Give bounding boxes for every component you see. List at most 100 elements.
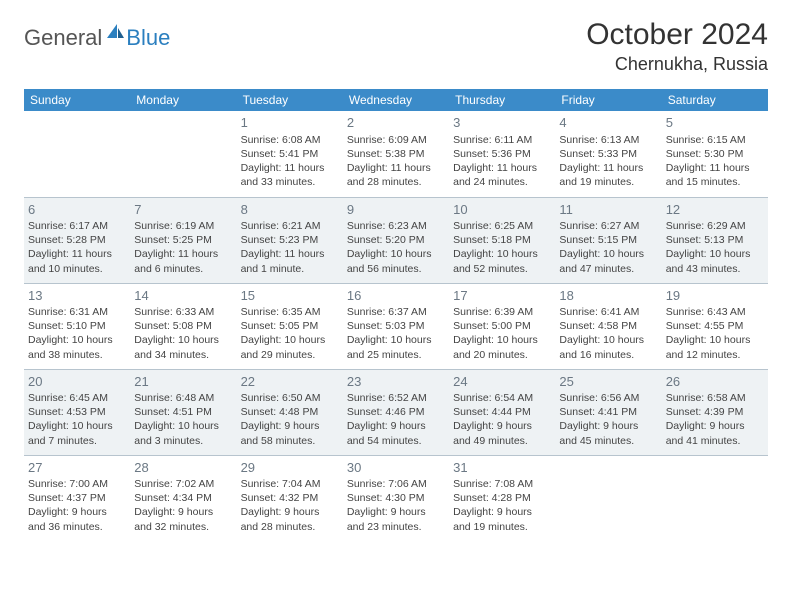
calendar-day-cell: 6Sunrise: 6:17 AMSunset: 5:28 PMDaylight…	[24, 197, 130, 283]
day-number: 14	[134, 287, 232, 305]
daylight-line: Daylight: 9 hours and 28 minutes.	[241, 505, 339, 533]
calendar-day-cell: 10Sunrise: 6:25 AMSunset: 5:18 PMDayligh…	[449, 197, 555, 283]
sunrise-line: Sunrise: 6:41 AM	[559, 305, 657, 319]
sunrise-line: Sunrise: 7:04 AM	[241, 477, 339, 491]
calendar-day-cell: 22Sunrise: 6:50 AMSunset: 4:48 PMDayligh…	[237, 369, 343, 455]
day-number: 6	[28, 201, 126, 219]
calendar-day-cell: 19Sunrise: 6:43 AMSunset: 4:55 PMDayligh…	[662, 283, 768, 369]
daylight-line: Daylight: 9 hours and 23 minutes.	[347, 505, 445, 533]
sunrise-line: Sunrise: 7:00 AM	[28, 477, 126, 491]
sunrise-line: Sunrise: 7:02 AM	[134, 477, 232, 491]
sunset-line: Sunset: 4:53 PM	[28, 405, 126, 419]
daylight-line: Daylight: 9 hours and 36 minutes.	[28, 505, 126, 533]
brand-part1: General	[24, 25, 102, 51]
sunset-line: Sunset: 5:20 PM	[347, 233, 445, 247]
day-number: 1	[241, 114, 339, 132]
day-number: 20	[28, 373, 126, 391]
daylight-line: Daylight: 10 hours and 16 minutes.	[559, 333, 657, 361]
sunset-line: Sunset: 4:28 PM	[453, 491, 551, 505]
day-number: 13	[28, 287, 126, 305]
daylight-line: Daylight: 9 hours and 32 minutes.	[134, 505, 232, 533]
daylight-line: Daylight: 10 hours and 20 minutes.	[453, 333, 551, 361]
sunrise-line: Sunrise: 6:11 AM	[453, 133, 551, 147]
calendar-day-cell: 2Sunrise: 6:09 AMSunset: 5:38 PMDaylight…	[343, 111, 449, 197]
sunrise-line: Sunrise: 6:33 AM	[134, 305, 232, 319]
sunset-line: Sunset: 5:13 PM	[666, 233, 764, 247]
day-number: 3	[453, 114, 551, 132]
sunrise-line: Sunrise: 6:17 AM	[28, 219, 126, 233]
day-number: 2	[347, 114, 445, 132]
daylight-line: Daylight: 10 hours and 34 minutes.	[134, 333, 232, 361]
sunrise-line: Sunrise: 6:45 AM	[28, 391, 126, 405]
day-of-week-header: Wednesday	[343, 89, 449, 111]
sunrise-line: Sunrise: 6:25 AM	[453, 219, 551, 233]
day-number: 4	[559, 114, 657, 132]
sunrise-line: Sunrise: 6:52 AM	[347, 391, 445, 405]
daylight-line: Daylight: 11 hours and 15 minutes.	[666, 161, 764, 189]
daylight-line: Daylight: 9 hours and 58 minutes.	[241, 419, 339, 447]
daylight-line: Daylight: 9 hours and 41 minutes.	[666, 419, 764, 447]
sunset-line: Sunset: 5:05 PM	[241, 319, 339, 333]
daylight-line: Daylight: 11 hours and 10 minutes.	[28, 247, 126, 275]
day-number: 27	[28, 459, 126, 477]
daylight-line: Daylight: 11 hours and 33 minutes.	[241, 161, 339, 189]
sunset-line: Sunset: 5:38 PM	[347, 147, 445, 161]
calendar-day-cell: 21Sunrise: 6:48 AMSunset: 4:51 PMDayligh…	[130, 369, 236, 455]
calendar-empty-cell	[555, 455, 661, 541]
sunset-line: Sunset: 5:08 PM	[134, 319, 232, 333]
sunset-line: Sunset: 5:33 PM	[559, 147, 657, 161]
sunrise-line: Sunrise: 6:15 AM	[666, 133, 764, 147]
day-number: 25	[559, 373, 657, 391]
calendar-day-cell: 18Sunrise: 6:41 AMSunset: 4:58 PMDayligh…	[555, 283, 661, 369]
day-number: 29	[241, 459, 339, 477]
calendar-week-row: 1Sunrise: 6:08 AMSunset: 5:41 PMDaylight…	[24, 111, 768, 197]
sunrise-line: Sunrise: 6:21 AM	[241, 219, 339, 233]
sunrise-line: Sunrise: 6:27 AM	[559, 219, 657, 233]
sunset-line: Sunset: 5:36 PM	[453, 147, 551, 161]
sail-icon	[105, 22, 125, 45]
sunset-line: Sunset: 5:25 PM	[134, 233, 232, 247]
sunset-line: Sunset: 4:48 PM	[241, 405, 339, 419]
daylight-line: Daylight: 10 hours and 43 minutes.	[666, 247, 764, 275]
day-number: 21	[134, 373, 232, 391]
header: General Blue October 2024 Chernukha, Rus…	[24, 18, 768, 75]
sunrise-line: Sunrise: 6:35 AM	[241, 305, 339, 319]
day-number: 9	[347, 201, 445, 219]
calendar-day-cell: 15Sunrise: 6:35 AMSunset: 5:05 PMDayligh…	[237, 283, 343, 369]
sunrise-line: Sunrise: 6:23 AM	[347, 219, 445, 233]
calendar-day-cell: 29Sunrise: 7:04 AMSunset: 4:32 PMDayligh…	[237, 455, 343, 541]
sunrise-line: Sunrise: 6:50 AM	[241, 391, 339, 405]
sunset-line: Sunset: 5:03 PM	[347, 319, 445, 333]
sunset-line: Sunset: 4:32 PM	[241, 491, 339, 505]
sunrise-line: Sunrise: 6:37 AM	[347, 305, 445, 319]
day-of-week-header: Thursday	[449, 89, 555, 111]
calendar-week-row: 13Sunrise: 6:31 AMSunset: 5:10 PM Dayligh…	[24, 283, 768, 369]
sunrise-line: Sunrise: 6:08 AM	[241, 133, 339, 147]
daylight-line: Daylight: 11 hours and 6 minutes.	[134, 247, 232, 275]
day-of-week-header: Monday	[130, 89, 236, 111]
day-number: 28	[134, 459, 232, 477]
calendar-day-cell: 5Sunrise: 6:15 AMSunset: 5:30 PMDaylight…	[662, 111, 768, 197]
daylight-line: Daylight: 10 hours and 29 minutes.	[241, 333, 339, 361]
sunset-line: Sunset: 4:39 PM	[666, 405, 764, 419]
sunrise-line: Sunrise: 7:06 AM	[347, 477, 445, 491]
daylight-line: Daylight: 11 hours and 19 minutes.	[559, 161, 657, 189]
day-number: 15	[241, 287, 339, 305]
daylight-line: Daylight: 10 hours and 47 minutes.	[559, 247, 657, 275]
calendar-day-cell: 17Sunrise: 6:39 AMSunset: 5:00 PMDayligh…	[449, 283, 555, 369]
sunrise-line: Sunrise: 6:39 AM	[453, 305, 551, 319]
sunrise-line: Sunrise: 6:43 AM	[666, 305, 764, 319]
sunset-line: Sunset: 4:51 PM	[134, 405, 232, 419]
day-number: 16	[347, 287, 445, 305]
sunset-line: Sunset: 5:10 PM	[28, 319, 126, 333]
daylight-line: Daylight: 10 hours and 3 minutes.	[134, 419, 232, 447]
calendar-day-cell: 1Sunrise: 6:08 AMSunset: 5:41 PMDaylight…	[237, 111, 343, 197]
day-number: 31	[453, 459, 551, 477]
day-number: 7	[134, 201, 232, 219]
day-number: 24	[453, 373, 551, 391]
calendar-day-cell: 4Sunrise: 6:13 AMSunset: 5:33 PMDaylight…	[555, 111, 661, 197]
sunrise-line: Sunrise: 6:31 AM	[28, 305, 126, 319]
daylight-line: Daylight: 11 hours and 28 minutes.	[347, 161, 445, 189]
calendar-week-row: 20Sunrise: 6:45 AMSunset: 4:53 PM Dayligh…	[24, 369, 768, 455]
sunset-line: Sunset: 4:34 PM	[134, 491, 232, 505]
